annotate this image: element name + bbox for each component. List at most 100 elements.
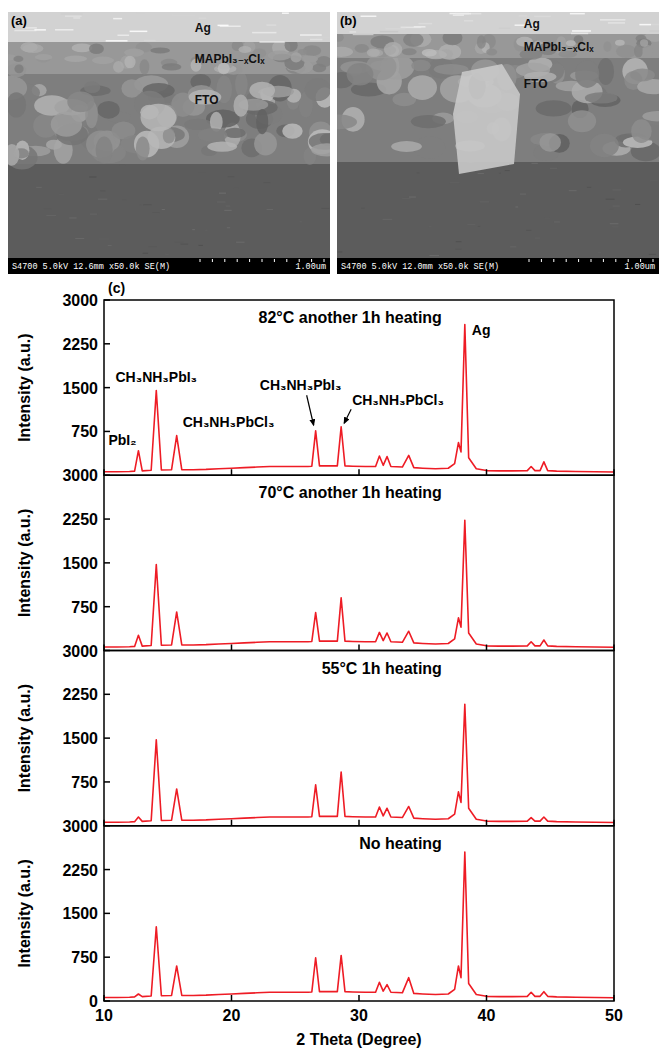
sem-layer-label: Ag [524,17,540,31]
sem-texture [380,31,398,33]
plot-data [104,852,614,998]
sem-texture [100,190,105,191]
plot-frame [104,826,614,1001]
x-tick [103,469,105,475]
sem-scale-tick [628,259,629,262]
y-tick [104,1000,110,1002]
sem-texture [587,187,591,188]
x-tick [358,645,360,651]
sem-texture [228,176,235,177]
peak-annotation: PbI₂ [108,432,136,448]
sem-texture [144,40,156,42]
y-tick-label: 0 [89,993,98,1010]
sem-texture [264,182,271,183]
sem-texture [236,242,244,243]
x-tick [231,820,233,826]
sem-texture [639,24,651,26]
sem-scale-tick [529,259,530,262]
sem-texture [137,13,145,15]
sem-texture [226,206,231,207]
sem-texture [414,26,426,28]
sem-texture [34,29,46,31]
sem-grain [486,48,497,55]
peak-annotation: Ag [472,322,491,338]
y-tick [104,475,110,477]
y-tick [104,562,110,564]
sem-scale-tick [200,259,201,262]
y-tick [104,518,110,520]
x-tick [358,820,360,826]
y-tick [104,825,110,827]
sem-grain [402,48,417,55]
panel-label: (b) [340,13,357,28]
sem-grain [301,55,318,62]
sem-texture [535,238,541,239]
peak-annotation: CH₃NH₃PbI₃ [260,377,342,393]
sem-texture [199,18,207,20]
panel-title: 70°C another 1h heating [259,484,442,501]
sem-texture [385,28,405,30]
sem-texture [143,204,152,205]
y-tick-label: 1500 [62,555,98,572]
x-tick [613,820,615,826]
sem-texture [316,37,330,39]
sem-scale-text: 1.00um [295,262,326,272]
y-tick [104,694,110,696]
sem-grain [96,136,113,163]
sem-texture [610,223,619,224]
sem-info-bar [337,258,659,274]
sem-ag-layer [8,12,330,42]
sem-texture [117,35,129,37]
sem-texture [612,226,618,227]
y-tick [104,869,110,871]
sem-texture [476,190,484,191]
sem-info: S4700 5.0kV 12.0mm x50.0k SE(M) [341,262,499,272]
sem-grain [184,119,212,130]
sem-texture [172,14,196,16]
x-tick [613,469,615,475]
sem-grain [8,144,19,166]
sem-grain [14,64,23,73]
sem-scale-tick [324,259,325,262]
sem-texture [455,249,461,250]
x-tick [358,469,360,475]
y-tick-label: 2250 [62,862,98,879]
sem-scale-tick [553,259,554,262]
sem-info-bar [8,258,330,274]
sem-grain [136,136,150,160]
sem-grain [411,60,431,72]
sem-texture [140,204,142,205]
sem-texture [90,214,97,215]
y-tick-label: 2250 [62,336,98,353]
sem-texture [613,206,620,207]
sem-grain [290,52,301,62]
sem-grain [585,92,618,103]
sem-grain [640,39,648,46]
y-tick [104,781,110,783]
x-tick-label: 50 [605,1007,623,1024]
sem-grain [536,100,572,116]
sem-grain [367,49,380,57]
sem-grain [124,56,135,69]
y-tick [104,650,110,652]
sem-scale-tick [262,259,263,262]
sem-texture [467,224,475,225]
sem-texture [608,22,625,24]
chart-panel: 750150022503000Intensity (a.u.)55°C 1h h… [16,643,614,826]
sem-ground [337,12,659,274]
y-tick [104,737,110,739]
sem-texture [98,199,107,200]
sem-texture [554,222,560,223]
y-axis-title: Intensity (a.u.) [16,859,33,967]
sem-grain [422,49,437,57]
panel-title: 55°C 1h heating [322,660,442,677]
sem-texture [361,208,365,209]
sem-texture [122,199,126,200]
sem-texture [267,24,277,26]
sem-texture [545,218,550,219]
panel-title: 82°C another 1h heating [259,309,442,326]
sem-grain [631,119,652,143]
sem-texture [499,173,501,174]
chart-panel: 750150022503000Intensity (a.u.)82°C anot… [16,292,614,475]
sem-texture [198,245,202,246]
